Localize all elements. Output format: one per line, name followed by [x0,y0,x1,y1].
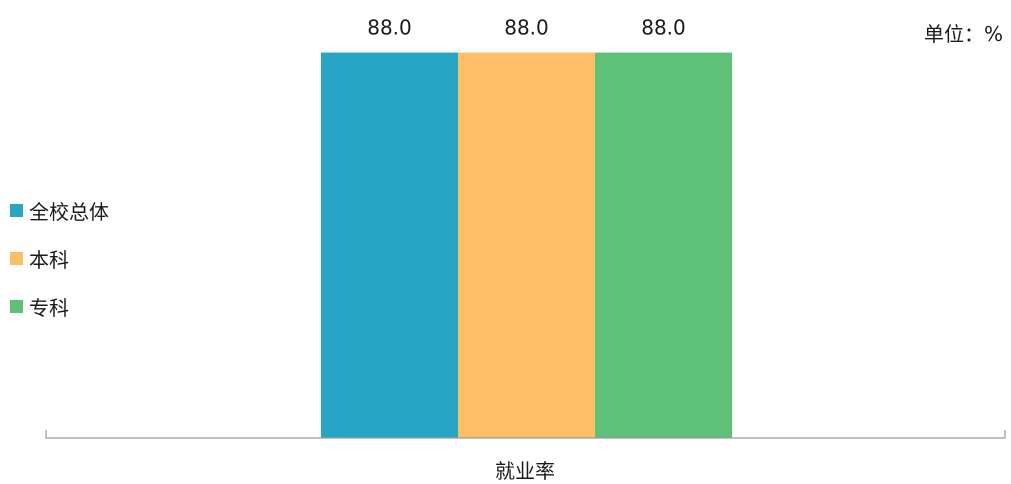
legend-swatch [10,203,23,217]
bar [321,52,458,439]
data-label: 88.0 [641,16,686,40]
unit-label: 单位：% [923,22,1003,46]
data-labels-layer: 88.0 88.0 88.0 [367,16,686,40]
legend-label: 专科 [29,295,69,320]
legend: 全校总体 本科 专科 [10,186,109,330]
bars-layer [321,52,732,439]
x-axis-line [45,430,1006,439]
data-label: 88.0 [504,16,549,40]
legend-item: 专科 [10,282,109,330]
x-axis: 就业率 [45,430,1006,483]
legend-swatch [10,299,23,313]
legend-item: 全校总体 [10,186,109,234]
legend-label: 本科 [29,247,69,272]
x-tick-label: 就业率 [495,459,555,483]
bar [595,52,732,439]
legend-label: 全校总体 [29,199,109,224]
bar [458,52,595,439]
legend-item: 本科 [10,234,109,282]
data-label: 88.0 [367,16,412,40]
legend-swatch [10,251,23,265]
